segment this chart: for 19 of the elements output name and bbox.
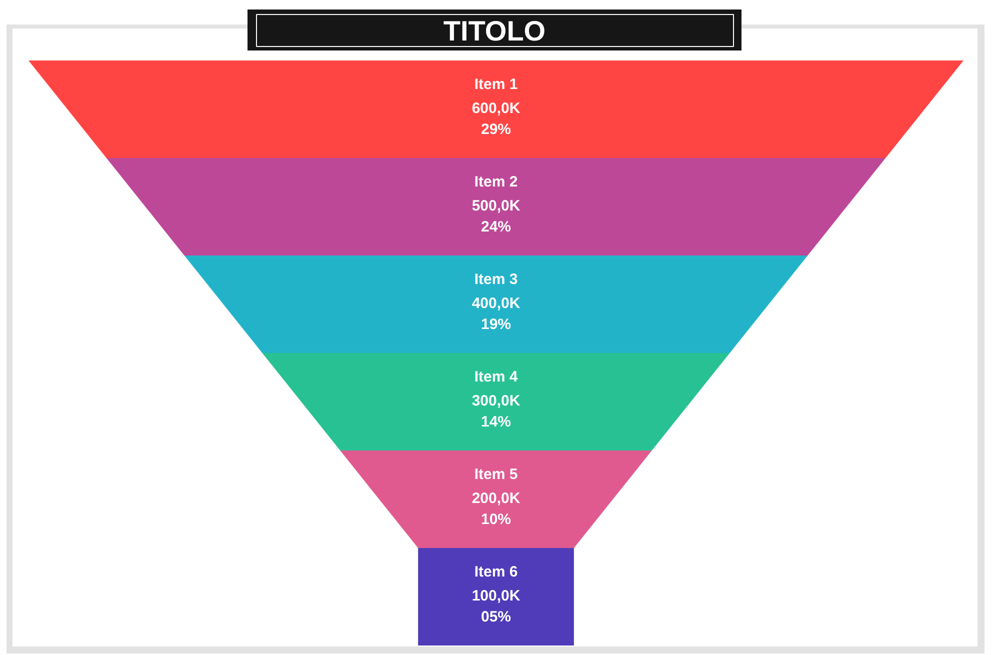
category-label: Item 3 <box>474 271 518 288</box>
data-label: 05% <box>480 608 512 626</box>
data-label: 200,0K <box>472 490 520 507</box>
data-label: 24% <box>480 218 512 236</box>
category-label: Item 5 <box>474 466 518 483</box>
category-label: Item 6 <box>474 564 518 580</box>
category-label: Item 4 <box>474 368 518 386</box>
data-label: 300,0K <box>472 392 520 410</box>
text: TITOLO <box>443 16 546 46</box>
data-label: 500,0K <box>472 198 520 214</box>
category-label: Item 2 <box>474 174 518 190</box>
data-label: 600,0K <box>472 100 520 117</box>
data-label: 19% <box>480 316 512 333</box>
category-label: Item 1 <box>474 76 518 93</box>
data-label: 100,0K <box>472 588 520 604</box>
data-label: 14% <box>480 414 512 430</box>
data-label: 10% <box>480 511 512 528</box>
data-label: 400,0K <box>472 295 520 312</box>
data-label: 29% <box>480 121 512 138</box>
